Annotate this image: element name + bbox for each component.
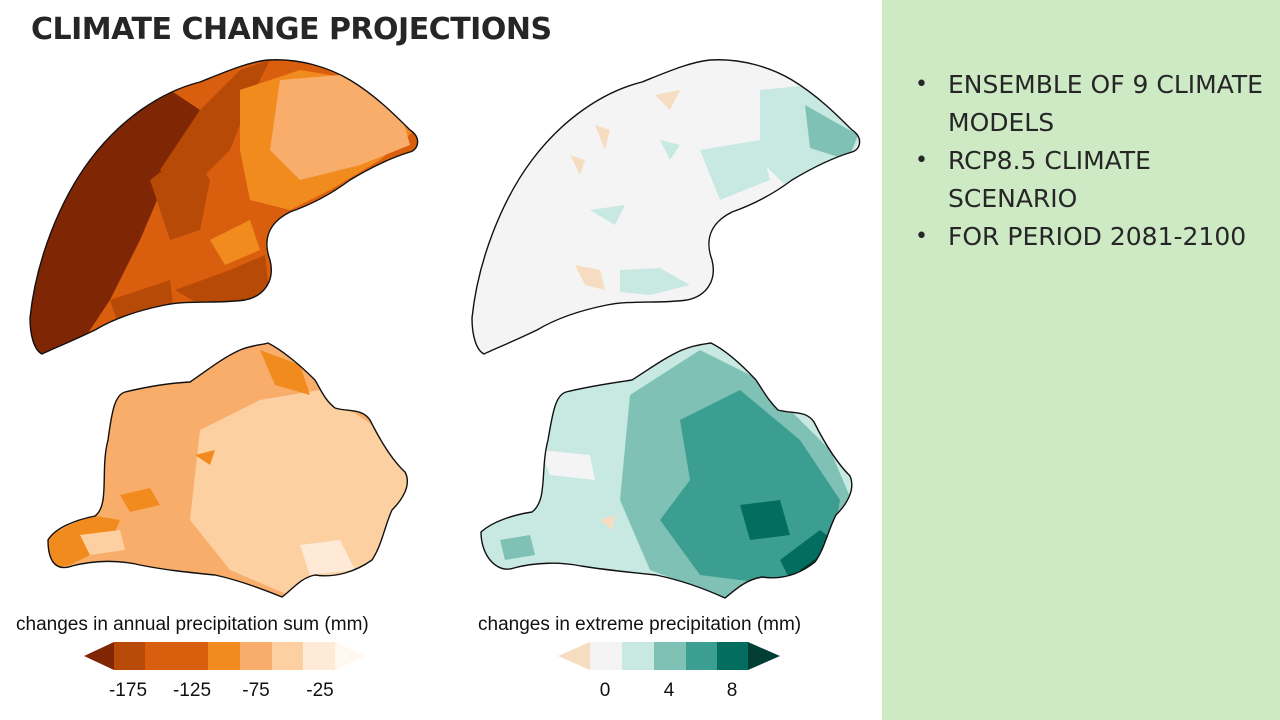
bullet-panel [882, 0, 1280, 720]
extreme-colorbar-segment-6 [748, 642, 780, 670]
extreme-colorbar-segment-0 [558, 642, 590, 670]
extreme-colorbar-caption: changes in extreme precipitation (mm) [478, 614, 802, 635]
annual-change-map-lower [48, 343, 408, 597]
annual-colorbar-segment-1 [114, 642, 145, 670]
annual-colorbar-segment-0 [84, 642, 114, 670]
annual-colorbar-tick: -175 [108, 680, 148, 701]
annual-change-map-upper [30, 59, 418, 354]
map-outline [480, 342, 853, 599]
maps-figure [29, 59, 861, 670]
extreme-colorbar [558, 642, 780, 670]
extreme-colorbar-segment-2 [622, 642, 654, 670]
annual-colorbar-segment-3 [176, 642, 208, 670]
bullet-dot-icon: • [915, 224, 928, 249]
bullet-dot-icon: • [915, 148, 928, 173]
bullet-item: • FOR PERIOD 2081-2100 [914, 218, 1264, 256]
extreme-colorbar-tick: 0 [599, 680, 611, 701]
annual-colorbar-tick: -125 [172, 680, 212, 701]
annual-colorbar-segment-5 [240, 642, 272, 670]
slide-title: CLIMATE CHANGE PROJECTIONS [31, 12, 552, 47]
bullet-dot-icon: • [915, 72, 928, 97]
extreme-colorbar-tick: 4 [663, 680, 675, 701]
annual-colorbar-tick: -25 [306, 680, 334, 701]
annual-colorbar-segment-4 [208, 642, 240, 670]
bullet-text: FOR PERIOD 2081-2100 [948, 222, 1247, 251]
annual-colorbar-segment-6 [272, 642, 303, 670]
annual-colorbar-tick: -75 [242, 680, 270, 701]
map-outline [47, 342, 409, 598]
annual-colorbar-segment-8 [335, 642, 365, 670]
extreme-change-map-upper [472, 59, 860, 354]
annual-colorbar [84, 642, 365, 670]
map-outline [29, 59, 419, 355]
annual-colorbar-caption: changes in annual precipitation sum (mm) [16, 614, 369, 635]
bullet-item: • RCP8.5 CLIMATE SCENARIO [914, 142, 1264, 218]
bullet-text: ENSEMBLE OF 9 CLIMATE MODELS [948, 70, 1263, 137]
annual-colorbar-segment-7 [303, 642, 335, 670]
extreme-colorbar-segment-3 [654, 642, 686, 670]
annual-colorbar-segment-2 [145, 642, 176, 670]
extreme-change-map-lower [481, 343, 852, 598]
bullet-text: RCP8.5 CLIMATE SCENARIO [948, 146, 1151, 213]
bullet-item: • ENSEMBLE OF 9 CLIMATE MODELS [914, 66, 1264, 142]
extreme-colorbar-segment-1 [590, 642, 622, 670]
map-outline [471, 59, 861, 355]
extreme-colorbar-segment-4 [686, 642, 717, 670]
bullet-list: • ENSEMBLE OF 9 CLIMATE MODELS • RCP8.5 CL… [914, 66, 1264, 256]
extreme-colorbar-tick: 8 [726, 680, 738, 701]
extreme-colorbar-segment-5 [717, 642, 748, 670]
